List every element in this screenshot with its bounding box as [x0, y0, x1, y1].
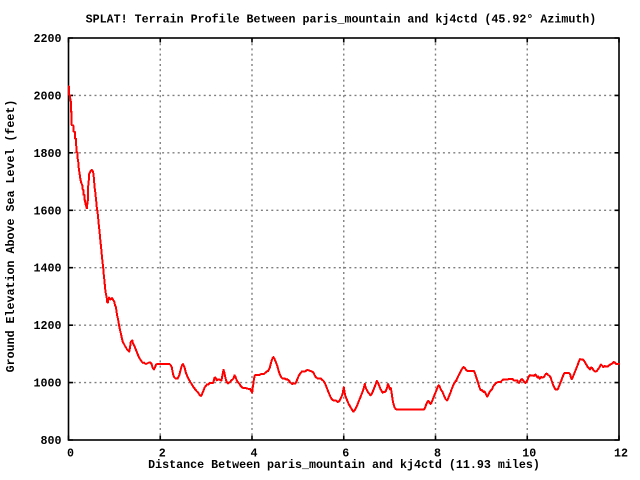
- svg-text:1200: 1200: [34, 319, 62, 333]
- svg-text:10: 10: [522, 447, 536, 461]
- svg-text:1000: 1000: [34, 377, 62, 391]
- svg-text:Ground Elevation Above Sea Lev: Ground Elevation Above Sea Level (feet): [4, 100, 18, 373]
- svg-text:1600: 1600: [34, 204, 62, 218]
- svg-text:0: 0: [67, 447, 74, 461]
- svg-text:800: 800: [41, 434, 62, 448]
- svg-text:12: 12: [614, 447, 628, 461]
- svg-text:SPLAT! Terrain Profile Between: SPLAT! Terrain Profile Between paris_mou…: [86, 13, 597, 27]
- svg-text:6: 6: [342, 447, 349, 461]
- svg-text:2: 2: [159, 447, 166, 461]
- svg-text:1400: 1400: [34, 262, 62, 276]
- svg-text:2000: 2000: [34, 89, 62, 103]
- svg-text:4: 4: [251, 447, 258, 461]
- svg-text:Distance Between paris_mountai: Distance Between paris_mountain and kj4c…: [148, 458, 540, 472]
- svg-text:2200: 2200: [34, 32, 62, 46]
- svg-text:1800: 1800: [34, 147, 62, 161]
- svg-text:8: 8: [434, 447, 441, 461]
